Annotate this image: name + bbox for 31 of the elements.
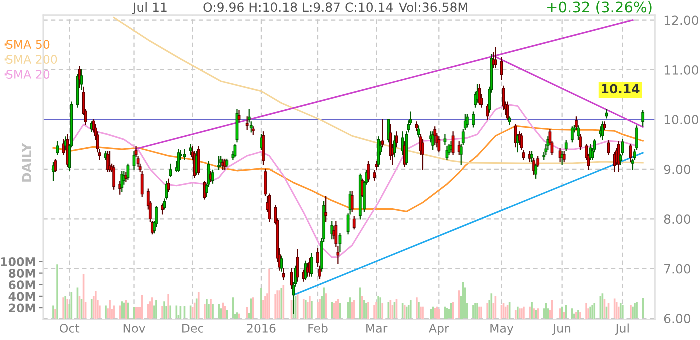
y-tick-label: 6.00: [664, 314, 691, 324]
y-tick-label: 11.00: [664, 65, 698, 75]
x-tick-label: Feb: [308, 324, 328, 333]
legend-label: SMA 20: [6, 70, 50, 79]
x-tick-label: Dec: [182, 324, 204, 333]
legend-label: SMA 200: [6, 55, 58, 64]
y-tick-label: 10.00: [664, 115, 698, 125]
legend-label: SMA 50: [6, 40, 50, 50]
x-tick-label: Nov: [124, 324, 146, 333]
y2-tick-label: 60M: [9, 280, 36, 290]
y2-tick-label: 20M: [9, 304, 36, 313]
y-tick-label: 7.00: [664, 264, 691, 274]
y2-tick-label: 100M: [1, 257, 36, 266]
y-tick-label: 8.00: [664, 214, 691, 224]
x-tick-label: 2016: [247, 324, 276, 333]
y2-tick-label: 40M: [8, 292, 36, 302]
x-tick-label: Mar: [366, 324, 388, 333]
x-tick-label: May: [490, 324, 514, 336]
text: O:9.96 H:10.18 L:9.87 C:10.14: [204, 2, 394, 12]
x-tick-label: Apr: [429, 324, 450, 336]
text: +0.32 (3.26%): [548, 1, 652, 14]
text: Jul 11: [132, 2, 167, 14]
text: Vol:36.58M: [399, 2, 468, 12]
annotation: 10.14: [602, 84, 640, 94]
x-tick-label: Jul: [615, 324, 629, 336]
x-tick-label: Jun: [552, 324, 571, 336]
y-tick-label: 12.00: [664, 16, 698, 26]
text: DAILY: [22, 143, 32, 182]
y2-tick-label: 80M: [9, 269, 36, 278]
y-tick-label: 9.00: [664, 164, 691, 174]
x-tick-label: Oct: [60, 324, 80, 333]
